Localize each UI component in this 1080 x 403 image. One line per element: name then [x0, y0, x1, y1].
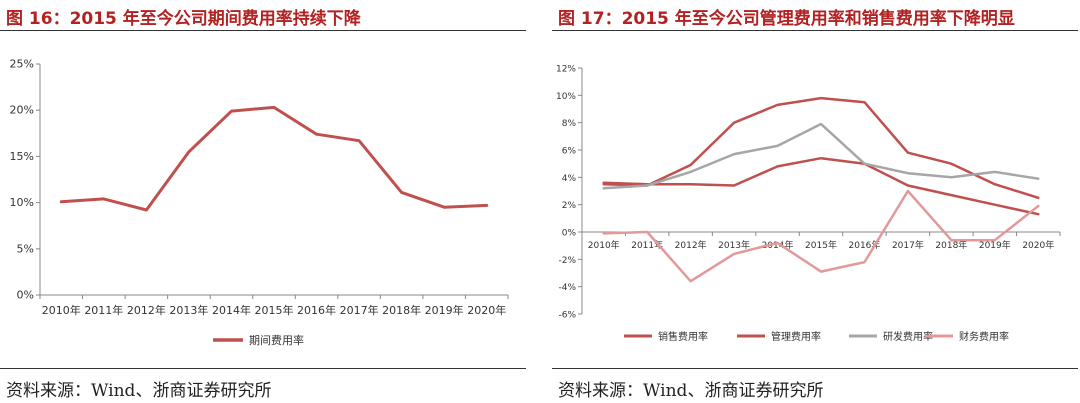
- x-tick-label: 2017年: [892, 239, 924, 251]
- y-tick-label: 20%: [10, 104, 34, 117]
- x-tick-label: 2011年: [84, 303, 123, 317]
- x-tick-label: 2019年: [425, 303, 464, 317]
- legend-label: 期间费用率: [249, 333, 304, 347]
- series-line-0: [59, 105, 489, 212]
- x-tick-label: 2013年: [718, 239, 750, 251]
- x-tick-label: 2012年: [675, 239, 707, 251]
- x-tick-label: 2014年: [212, 303, 251, 317]
- y-tick-label: 25%: [10, 58, 34, 71]
- x-tick-label: 2017年: [340, 303, 379, 317]
- x-tick-label: 2015年: [255, 303, 294, 317]
- legend-label: 财务费用率: [959, 330, 1009, 343]
- chart-17: -6%-4%-2%0%2%4%6%8%10%12%2010年 2011年 2012年…: [556, 65, 1061, 343]
- chart-panel-16: 图 16：2015 年至今公司期间费用率持续下降 0% 5% 10% 15% 20% 25…: [0, 0, 528, 403]
- x-tick-label: 2010年: [42, 303, 81, 317]
- y-tick-label: -4%: [558, 283, 576, 293]
- x-tick-label: 2015年: [805, 239, 837, 251]
- legend-label: 研发费用率: [883, 330, 933, 343]
- y-tick-label: 10%: [556, 92, 576, 102]
- title-rule: [0, 30, 526, 31]
- chart-source: 资料来源：Wind、浙商证券研究所: [558, 381, 824, 401]
- chart-title: 图 17：2015 年至今公司管理费用率和销售费用率下降明显: [558, 9, 1015, 29]
- x-tick-label: 2020年: [1022, 239, 1054, 251]
- x-tick-label: 2020年: [467, 303, 506, 317]
- y-tick-label: 5%: [17, 242, 34, 255]
- legend-label: 管理费用率: [771, 330, 821, 343]
- chart-source: 资料来源：Wind、浙商证券研究所: [6, 381, 272, 401]
- x-tick-label: 2013年: [169, 303, 208, 317]
- y-tick-label: 12%: [556, 65, 576, 75]
- source-rule: [0, 368, 526, 369]
- chart-panel-17: 图 17：2015 年至今公司管理费用率和销售费用率下降明显 -6% -4% -2%…: [552, 0, 1080, 403]
- series-line-1: [602, 156, 1040, 216]
- chart-16: 0% 5% 10% 15% 20% 25% 2010年 2011年 2012年 2013年 2014…: [10, 58, 509, 347]
- x-tick-label: 2018年: [935, 239, 967, 251]
- x-tick-label: 2019年: [979, 239, 1011, 251]
- series-line-2: [602, 122, 1040, 190]
- y-tick-label: 8%: [562, 119, 577, 129]
- x-tick-label: 2016年: [297, 303, 336, 317]
- x-tick-label: 2018年: [382, 303, 421, 317]
- y-tick-label: 6%: [562, 147, 577, 157]
- y-tick-label: -2%: [558, 256, 576, 266]
- y-tick-label: -6%: [558, 311, 576, 321]
- y-tick-label: 2%: [562, 201, 577, 211]
- title-rule: [552, 30, 1078, 31]
- series-line-3: [602, 189, 1040, 283]
- x-tick-label: 2010年: [588, 239, 620, 251]
- source-rule: [552, 368, 1078, 369]
- chart-title: 图 16：2015 年至今公司期间费用率持续下降: [6, 9, 361, 29]
- y-tick-label: 0%: [562, 229, 577, 239]
- y-tick-label: 10%: [10, 196, 34, 209]
- y-tick-label: 15%: [10, 150, 34, 163]
- legend-label: 销售费用率: [658, 330, 708, 343]
- y-tick-label: 0%: [17, 289, 34, 302]
- series-line-0: [602, 96, 1040, 200]
- y-tick-label: 4%: [562, 174, 577, 184]
- x-tick-label: 2012年: [127, 303, 166, 317]
